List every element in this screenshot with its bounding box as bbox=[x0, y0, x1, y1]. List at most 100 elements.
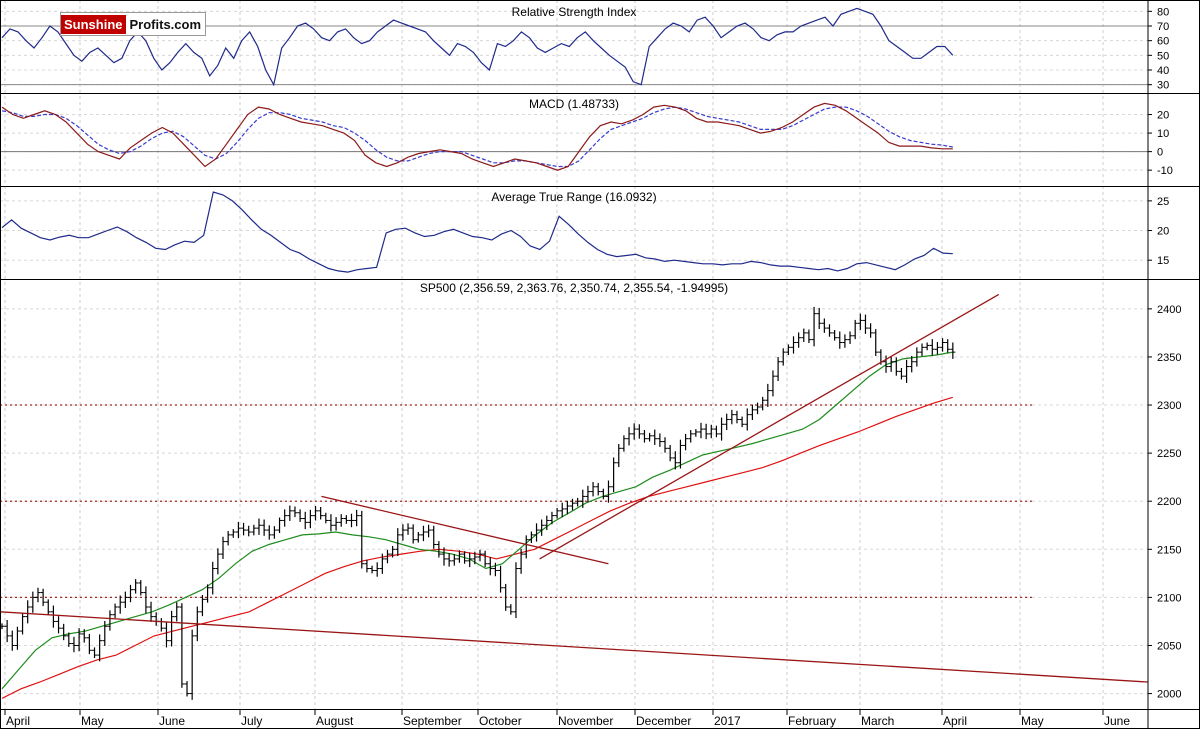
y-tick-label: 2350 bbox=[1157, 352, 1181, 364]
short-moving-average-line bbox=[1, 351, 953, 690]
x-tick-label: April bbox=[6, 714, 30, 728]
price-bar bbox=[117, 595, 123, 614]
price-bar bbox=[451, 554, 457, 566]
panel-title: Average True Range (16.0932) bbox=[491, 190, 656, 204]
panel-title: SP500 (2,356.59, 2,363.76, 2,350.74, 2,3… bbox=[420, 281, 728, 295]
y-tick-label: 2200 bbox=[1157, 496, 1181, 508]
price-bar bbox=[770, 370, 776, 397]
price-bar bbox=[472, 551, 478, 565]
price-bar bbox=[847, 331, 853, 344]
price-bar bbox=[467, 552, 473, 568]
price-bar bbox=[626, 427, 632, 446]
price-bar bbox=[888, 356, 894, 372]
panel-title: MACD (1.48733) bbox=[529, 97, 619, 111]
price-bar bbox=[590, 481, 596, 497]
price-bar bbox=[811, 306, 817, 347]
price-bar bbox=[441, 547, 447, 566]
price-bar bbox=[138, 580, 144, 596]
price-bar bbox=[883, 355, 889, 373]
price-bar bbox=[107, 610, 113, 631]
price-bar bbox=[518, 548, 524, 574]
price-bar bbox=[575, 497, 581, 507]
price-bar bbox=[755, 402, 761, 415]
price-bar bbox=[826, 324, 832, 337]
price-bar bbox=[30, 591, 36, 613]
price-bar bbox=[734, 410, 740, 424]
price-bar bbox=[873, 329, 879, 356]
y-tick-label: 25 bbox=[1157, 196, 1169, 208]
price-bar bbox=[585, 485, 591, 503]
price-bar bbox=[395, 528, 401, 557]
price-bar bbox=[724, 413, 730, 431]
price-bar bbox=[539, 519, 545, 536]
price-bar bbox=[56, 616, 62, 634]
price-bar bbox=[261, 519, 267, 536]
price-bar bbox=[390, 545, 396, 558]
price-bar bbox=[169, 610, 175, 647]
price-bar bbox=[821, 318, 827, 333]
x-tick-label: April bbox=[943, 714, 967, 728]
price-bar bbox=[791, 336, 797, 354]
price-bar bbox=[143, 586, 149, 614]
price-bar bbox=[857, 313, 863, 331]
price-bar bbox=[410, 524, 416, 544]
price-bar bbox=[719, 417, 725, 441]
x-tick-label: May bbox=[81, 714, 104, 728]
x-tick-label: August bbox=[316, 714, 354, 728]
price-bar bbox=[662, 437, 668, 453]
price-bar bbox=[184, 681, 190, 697]
price-bar bbox=[893, 357, 899, 376]
price-bar bbox=[950, 342, 956, 359]
price-bar bbox=[50, 605, 56, 628]
x-tick-label: November bbox=[558, 714, 613, 728]
x-tick-label: May bbox=[1021, 714, 1044, 728]
price-bar bbox=[868, 323, 874, 338]
x-tick-label: March bbox=[861, 714, 894, 728]
y-tick-label: -10 bbox=[1157, 165, 1173, 177]
price-bar bbox=[554, 507, 560, 519]
price-bar bbox=[338, 514, 344, 527]
price-bar bbox=[76, 628, 82, 652]
price-bar bbox=[431, 525, 437, 549]
x-tick-label: 2017 bbox=[714, 714, 741, 728]
x-tick-label: June bbox=[159, 714, 185, 728]
price-bar bbox=[765, 383, 771, 407]
price-bar bbox=[595, 482, 601, 496]
price-bar bbox=[313, 506, 319, 521]
price-bar bbox=[862, 314, 868, 334]
price-bar bbox=[456, 550, 462, 563]
price-bar bbox=[693, 429, 699, 437]
price-bar bbox=[225, 531, 231, 546]
price-bar bbox=[97, 634, 103, 662]
price-bar bbox=[328, 514, 334, 532]
price-bar bbox=[616, 443, 622, 468]
y-tick-label: 70 bbox=[1157, 21, 1169, 33]
price-bar bbox=[235, 521, 241, 539]
x-tick-label: July bbox=[241, 714, 262, 728]
price-bar bbox=[420, 525, 426, 542]
logo-part1: Sunshine bbox=[61, 14, 126, 34]
y-tick-label: 2050 bbox=[1157, 640, 1181, 652]
price-bar bbox=[215, 548, 221, 575]
price-bar bbox=[904, 359, 910, 383]
trend-line bbox=[539, 293, 1000, 560]
y-tick-label: 80 bbox=[1157, 6, 1169, 18]
price-bar bbox=[220, 536, 226, 559]
price-bar bbox=[287, 505, 293, 521]
price-bar bbox=[66, 632, 72, 647]
price-bar bbox=[271, 526, 277, 539]
price-bar bbox=[25, 600, 31, 624]
price-bar bbox=[924, 342, 930, 351]
price-bar bbox=[760, 396, 766, 411]
price-bar bbox=[384, 549, 390, 564]
price-bar bbox=[318, 506, 324, 520]
logo-part2: Profits.com bbox=[129, 16, 202, 32]
trend-line bbox=[321, 495, 609, 565]
price-bar bbox=[256, 518, 262, 535]
price-bar bbox=[35, 587, 41, 603]
price-bar bbox=[652, 429, 658, 445]
price-bar bbox=[631, 423, 637, 440]
price-bar bbox=[611, 457, 617, 493]
price-bar bbox=[354, 509, 360, 527]
